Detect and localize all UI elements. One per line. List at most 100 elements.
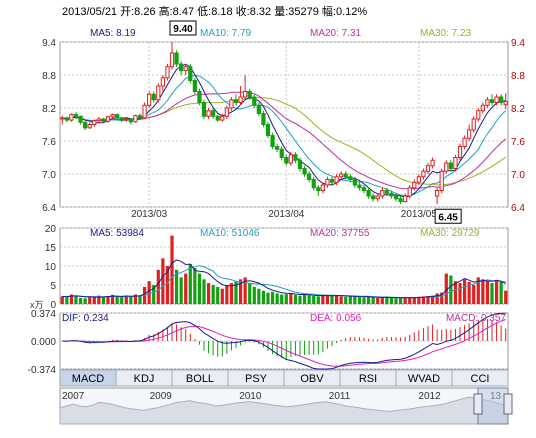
candle-body: [101, 118, 106, 122]
volume-bar: [92, 296, 96, 304]
price-legend-ma20: MA20: 7.31: [310, 28, 362, 39]
candle-body: [247, 91, 252, 98]
candle-body: [348, 176, 353, 180]
overview-area: [59, 396, 509, 425]
volume-bar: [193, 267, 197, 304]
volume-bar: [97, 295, 101, 304]
volume-bar: [357, 297, 362, 304]
candle-body: [398, 198, 403, 202]
volume-bar: [152, 285, 156, 304]
macd-dea-line: [62, 319, 506, 367]
candle-body: [425, 165, 431, 172]
candle-body: [307, 173, 312, 180]
volume-y-tick: 10: [45, 262, 57, 273]
volume-bar: [65, 297, 69, 304]
tab-label-wvad[interactable]: WVAD: [408, 373, 440, 385]
volume-bar: [101, 297, 106, 304]
volume-bar: [504, 290, 508, 304]
candle-body: [453, 157, 458, 169]
volume-bar: [371, 297, 375, 304]
volume-bar: [458, 283, 462, 304]
candle-body: [137, 115, 143, 119]
volume-bar: [197, 273, 202, 304]
volume-bar: [106, 296, 110, 304]
overview-year-label: 2012: [418, 391, 441, 402]
price-annotation-box: [169, 20, 197, 36]
price-y-tick-right: 8.2: [511, 104, 525, 115]
volume-bar: [449, 275, 453, 304]
candle-body: [211, 110, 216, 117]
price-annotation-label: 9.40: [173, 24, 193, 35]
candle-body: [96, 118, 101, 122]
candle-body: [467, 129, 472, 139]
candle-body: [238, 96, 243, 103]
volume-bar: [476, 277, 480, 304]
volume-bar: [348, 296, 352, 304]
volume-bar: [330, 296, 334, 304]
candle-body: [329, 179, 335, 183]
overview-window[interactable]: [477, 387, 509, 425]
candle-body: [83, 121, 88, 129]
price-y-tick-right: 9.4: [511, 38, 525, 49]
candle-body: [87, 124, 92, 129]
tab-label-psy[interactable]: PSY: [245, 373, 268, 385]
candle-body: [403, 195, 408, 202]
volume-bar: [481, 279, 485, 304]
volume-bar: [444, 273, 448, 304]
candle-body: [476, 110, 481, 120]
candle-body: [448, 162, 453, 169]
price-y-tick-left: 7.0: [42, 170, 56, 181]
price-y-tick-left: 7.6: [42, 137, 56, 148]
candle-body: [361, 187, 367, 191]
price-x-tick: 2013/04: [268, 209, 305, 220]
volume-bar: [225, 285, 229, 304]
price-y-tick-right: 7.0: [511, 170, 525, 181]
macd-y-tick: -0.374: [28, 365, 57, 376]
macd-y-tick: 0.000: [31, 337, 56, 348]
candle-body: [151, 93, 156, 101]
tab-label-rsi[interactable]: RSI: [359, 373, 377, 385]
price-y-tick-left: 9.4: [42, 38, 56, 49]
candle-body: [375, 195, 380, 200]
volume-bar: [115, 296, 119, 304]
price-x-tick: 2013/05: [401, 209, 438, 220]
volume-bar: [211, 285, 215, 304]
volume-bar: [138, 295, 142, 304]
volume-bar: [293, 294, 298, 304]
tab-label-macd[interactable]: MACD: [72, 373, 104, 385]
volume-bar: [266, 292, 270, 304]
candle-body: [288, 154, 293, 164]
tab-label-obv[interactable]: OBV: [300, 373, 324, 385]
candle-body: [334, 176, 339, 183]
tab-label-boll[interactable]: BOLL: [186, 373, 214, 385]
candle-body: [339, 173, 344, 178]
volume-legend-ma5: MA5: 53984: [90, 228, 144, 239]
volume-bar: [353, 296, 357, 304]
volume-bar: [124, 295, 128, 304]
price-ma5-line: [62, 63, 506, 198]
overview-handle-right[interactable]: [503, 393, 513, 415]
candle-body: [261, 113, 266, 125]
volume-y-tick: 20: [45, 224, 57, 235]
tab-label-cci[interactable]: CCI: [471, 373, 490, 385]
overview-handle-left[interactable]: [473, 393, 483, 415]
tab-cci[interactable]: [451, 369, 509, 387]
candle-body: [243, 91, 248, 98]
tab-label-kdj[interactable]: KDJ: [134, 373, 155, 385]
volume-bar: [344, 296, 348, 304]
volume-bar: [184, 273, 188, 304]
candle-body: [462, 137, 467, 147]
candle-body: [73, 114, 79, 117]
volume-bar: [380, 297, 384, 304]
candle-body: [311, 179, 316, 189]
volume-bar: [170, 235, 174, 304]
candle-body: [197, 91, 202, 103]
volume-bar: [435, 293, 439, 304]
price-annotation-label: 6.45: [438, 212, 458, 223]
volume-bar: [376, 297, 380, 304]
volume-bar: [430, 295, 435, 304]
volume-bar: [220, 288, 224, 304]
volume-bar: [206, 283, 211, 304]
volume-bar: [302, 294, 307, 304]
